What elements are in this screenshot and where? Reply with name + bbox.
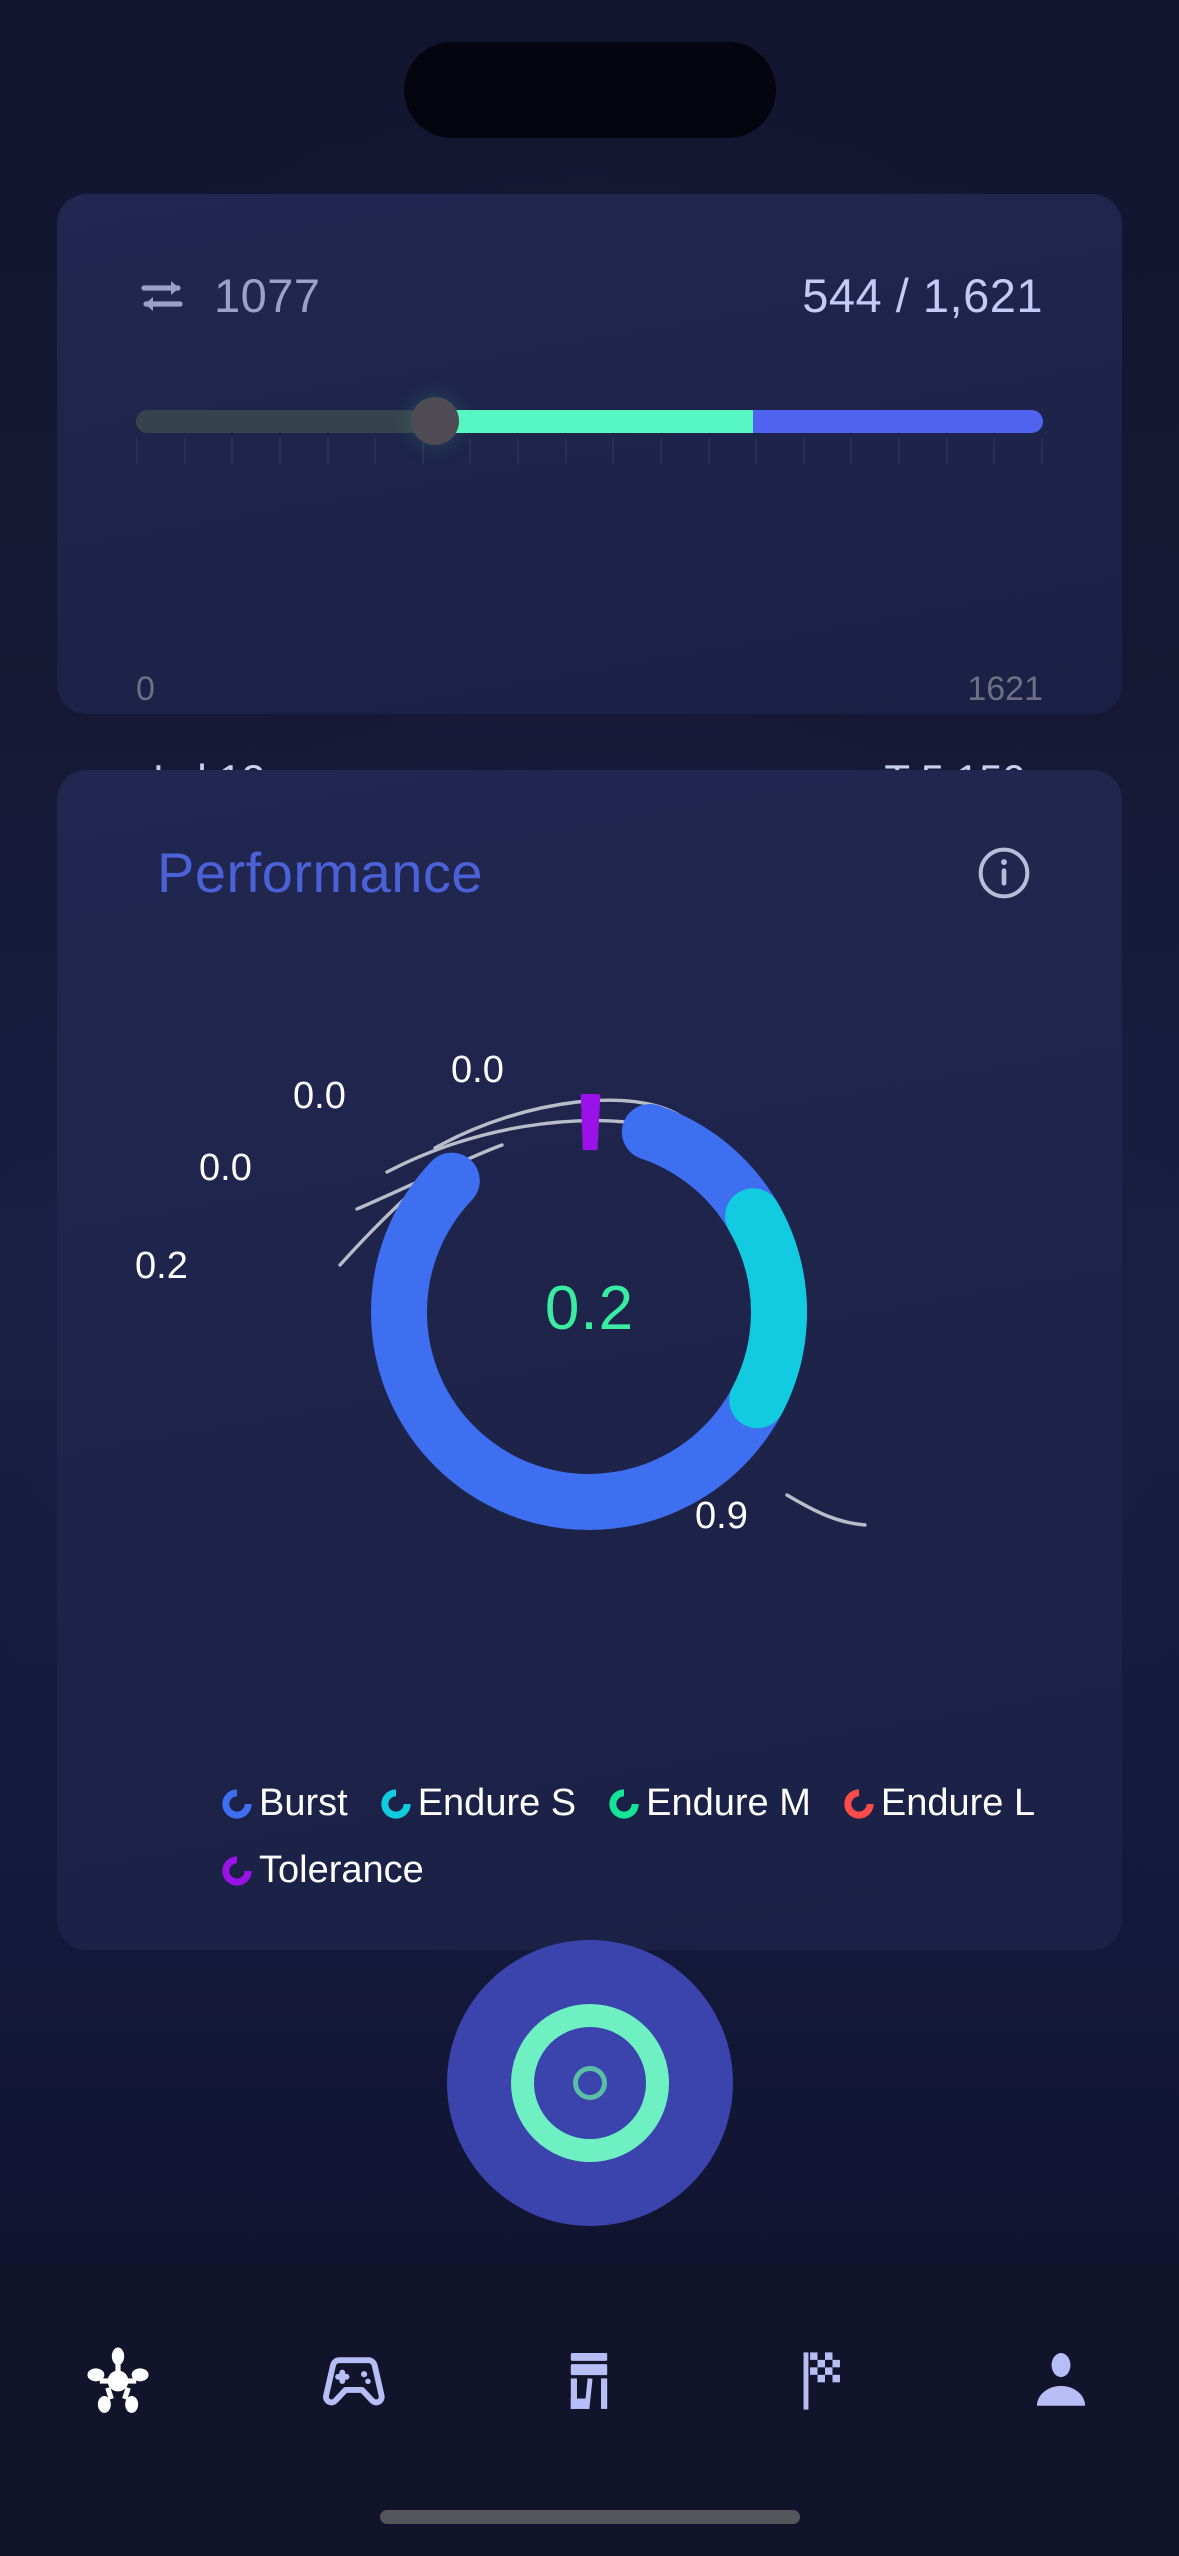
primary-action-button[interactable] xyxy=(446,1940,733,2226)
performance-donut-chart: 0.2 0.0 0.0 0.0 0.2 0.9 xyxy=(57,1005,1122,1605)
slider-max-label: 1621 xyxy=(967,670,1043,708)
donut-icon xyxy=(376,1784,416,1824)
info-circle-icon[interactable] xyxy=(976,845,1032,901)
hub-network-icon xyxy=(79,2342,157,2420)
legend-label: Burst xyxy=(259,1782,348,1824)
donut-icon xyxy=(604,1784,644,1824)
legend-label: Endure S xyxy=(417,1782,577,1824)
legend-item-endure-m[interactable]: Endure M xyxy=(604,1782,811,1825)
energy-summary-row: 1077 544 / 1,621 xyxy=(136,272,1043,319)
legend-label: Endure M xyxy=(646,1782,811,1824)
page-title: Performance xyxy=(157,841,484,904)
energy-card: 1077 544 / 1,621 0 1621 Lvl 13 T 5,159 xyxy=(57,194,1122,803)
legend-label: Tolerance xyxy=(259,1849,424,1891)
person-icon xyxy=(1022,2342,1100,2420)
nav-item-hub[interactable] xyxy=(43,2326,193,2436)
swap-arrows-icon xyxy=(136,276,188,316)
energy-count: 1077 xyxy=(214,269,321,322)
bottom-navigation xyxy=(0,2264,1179,2556)
donut-icon xyxy=(839,1784,879,1824)
legend-label: Endure L xyxy=(880,1782,1036,1824)
performance-header: Performance xyxy=(157,840,1032,905)
slider-min-label: 0 xyxy=(136,670,155,708)
target-ring-icon xyxy=(510,2004,669,2162)
donut-segment-tolerance xyxy=(371,1094,807,1530)
legend-item-endure-s[interactable]: Endure S xyxy=(376,1782,576,1825)
nav-item-store[interactable] xyxy=(514,2326,664,2436)
energy-count-group: 1077 xyxy=(136,272,321,319)
donut-icon xyxy=(217,1784,257,1824)
donut-center-value: 0.2 xyxy=(544,1274,635,1343)
legend-row: Burst Endure S End xyxy=(217,1782,1062,1825)
legend-item-burst[interactable]: Burst xyxy=(217,1782,348,1825)
legend-row: Tolerance xyxy=(217,1849,1062,1892)
storefront-icon xyxy=(550,2342,628,2420)
slider-ticks xyxy=(136,438,1043,464)
nav-item-games[interactable] xyxy=(279,2326,429,2436)
dynamic-island xyxy=(403,42,776,138)
legend-item-tolerance[interactable]: Tolerance xyxy=(217,1849,424,1892)
slider-track[interactable] xyxy=(136,410,1043,433)
energy-fraction: 544 / 1,621 xyxy=(802,269,1043,322)
chart-legend: Burst Endure S End xyxy=(217,1782,1062,1892)
slider-scale: 0 1621 xyxy=(136,670,1043,709)
checkered-flag-icon xyxy=(786,2342,864,2420)
home-indicator xyxy=(379,2510,800,2524)
performance-card: Performance xyxy=(57,770,1122,1950)
donut-segment-endure-s xyxy=(371,1094,807,1530)
slider-segment-blue xyxy=(752,410,1043,433)
slider-segment-spent xyxy=(136,410,436,433)
donut-icon xyxy=(217,1851,257,1891)
gamepad-icon xyxy=(315,2342,393,2420)
slider-segment-mint xyxy=(435,410,753,433)
slider-thumb[interactable] xyxy=(411,397,460,445)
nav-item-profile[interactable] xyxy=(986,2326,1136,2436)
nav-item-races[interactable] xyxy=(750,2326,900,2436)
target-center-dot xyxy=(572,2066,607,2100)
legend-item-endure-l[interactable]: Endure L xyxy=(839,1782,1035,1825)
energy-slider[interactable] xyxy=(136,370,1043,490)
